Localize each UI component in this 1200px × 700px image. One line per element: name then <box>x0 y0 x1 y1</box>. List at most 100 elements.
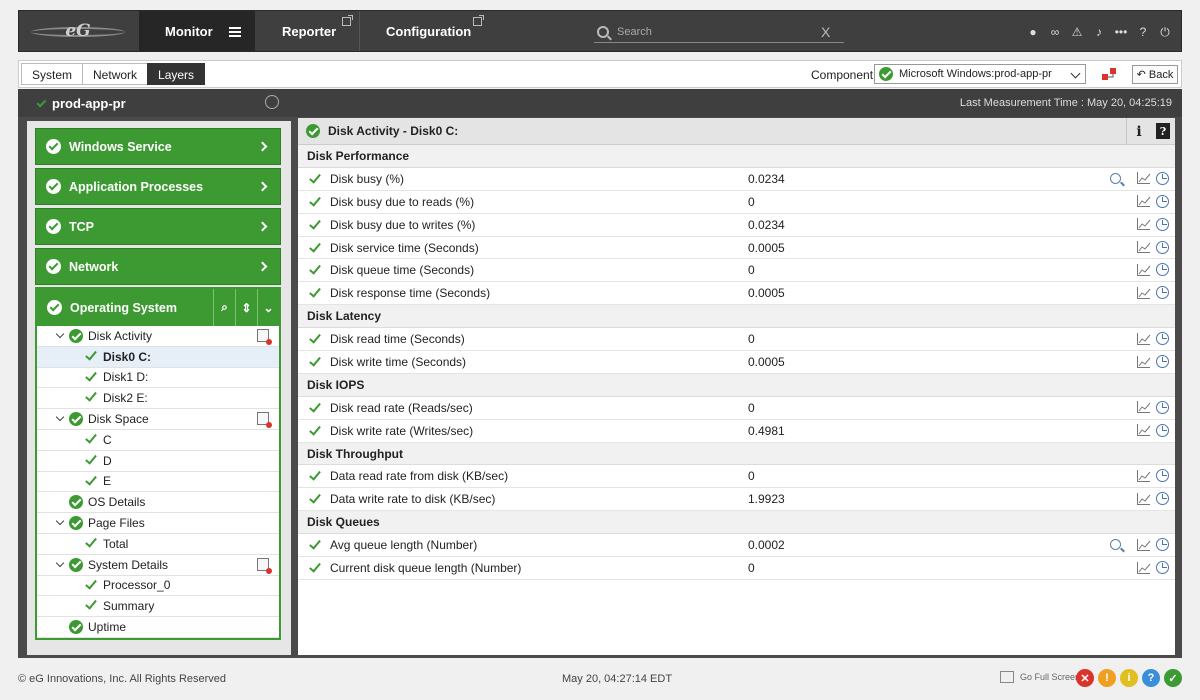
history-icon[interactable] <box>1156 194 1169 208</box>
nav-tab-monitor[interactable]: Monitor <box>139 11 255 51</box>
graph-icon[interactable] <box>1137 263 1151 276</box>
clear-search-icon[interactable]: X <box>821 23 831 40</box>
detailed-diagnosis-icon[interactable] <box>1110 539 1121 551</box>
full-screen-button[interactable]: Go Full Screen <box>1000 671 1080 683</box>
nav-tab-reporter[interactable]: Reporter <box>255 11 360 51</box>
topology-icon[interactable] <box>1101 66 1117 82</box>
graph-icon[interactable] <box>1137 469 1151 482</box>
tree-item[interactable]: System Details <box>37 555 279 576</box>
alerts-filter-icon[interactable]: ⚠ <box>1071 25 1083 39</box>
graph-icon[interactable] <box>1137 492 1151 505</box>
history-icon[interactable] <box>1156 263 1169 277</box>
graph-icon[interactable] <box>1137 241 1151 254</box>
graph-icon[interactable] <box>1137 424 1151 437</box>
history-icon[interactable] <box>1156 561 1169 575</box>
measure-name: Disk write rate (Writes/sec) <box>330 423 474 438</box>
graph-icon[interactable] <box>1137 538 1151 551</box>
alarm-filter-button[interactable]: ? <box>1142 669 1160 687</box>
search-input[interactable] <box>617 25 817 38</box>
history-icon[interactable] <box>1156 400 1169 414</box>
checkmark-icon <box>85 535 97 548</box>
tree-item[interactable]: Page Files <box>37 513 279 534</box>
power-icon[interactable]: ⏻ <box>1160 24 1170 39</box>
report-icon[interactable] <box>257 557 272 574</box>
alarm-filter-button[interactable]: ! <box>1098 669 1116 687</box>
expand-caret-icon[interactable] <box>55 412 65 422</box>
alarm-filter-button[interactable]: ✕ <box>1076 669 1094 687</box>
tree-item[interactable]: Processor_0 <box>37 576 279 597</box>
chevron-down-icon[interactable]: ⌄ <box>257 289 279 326</box>
tree-item[interactable]: Total <box>37 534 279 555</box>
layer-tcp[interactable]: TCP <box>35 208 281 245</box>
search-icon[interactable]: ⌕ <box>213 289 235 326</box>
history-icon[interactable] <box>1156 217 1169 231</box>
tab-network[interactable]: Network <box>82 63 148 85</box>
tree-item[interactable]: Disk1 D: <box>37 368 279 389</box>
history-icon[interactable] <box>1156 171 1169 185</box>
tree-item[interactable]: Disk Space <box>37 409 279 430</box>
eg-logo[interactable]: eG <box>19 11 137 51</box>
graph-icon[interactable] <box>1137 355 1151 368</box>
checkmark-icon <box>309 239 321 253</box>
expand-caret-icon[interactable] <box>55 516 65 526</box>
history-icon[interactable] <box>1156 240 1169 254</box>
checkmark-icon <box>309 194 321 207</box>
layer-windows-service[interactable]: Windows Service <box>35 128 281 165</box>
history-icon[interactable] <box>1156 538 1169 552</box>
history-icon[interactable] <box>1156 469 1169 483</box>
tree-item[interactable]: C <box>37 430 279 451</box>
tree-item[interactable]: Disk Activity <box>37 326 279 347</box>
component-status-icon <box>879 67 893 81</box>
tab-layers[interactable]: Layers <box>147 63 206 85</box>
hamburger-menu-icon[interactable] <box>229 27 241 37</box>
history-icon[interactable] <box>1156 355 1169 369</box>
tree-item-label: Uptime <box>88 620 127 635</box>
nav-tab-configuration[interactable]: Configuration <box>360 11 490 51</box>
alarm-filter-button[interactable]: ✓ <box>1164 669 1182 687</box>
measure-value: 0.0234 <box>748 171 785 186</box>
help-icon[interactable]: ? <box>1156 123 1170 139</box>
tree-item[interactable]: D <box>37 451 279 472</box>
os-layer-header[interactable]: Operating System ⌕ ⇕ ⌄ <box>37 289 279 326</box>
link-icon[interactable]: ∞ <box>1050 25 1060 39</box>
graph-icon[interactable] <box>1137 195 1151 208</box>
alarm-filter-button[interactable]: i <box>1120 669 1138 687</box>
history-icon[interactable] <box>1156 423 1169 437</box>
tab-system[interactable]: System <box>21 63 83 85</box>
bell-icon[interactable]: ♪ <box>1096 25 1102 39</box>
alarm-icon[interactable] <box>265 95 279 109</box>
history-icon[interactable] <box>1156 492 1169 506</box>
history-icon[interactable] <box>1156 286 1169 300</box>
tree-item[interactable]: E <box>37 472 279 493</box>
tree-item[interactable]: OS Details <box>37 492 279 514</box>
graph-icon[interactable] <box>1137 286 1151 299</box>
graph-icon[interactable] <box>1137 401 1151 414</box>
graph-icon[interactable] <box>1137 218 1151 231</box>
user-icon[interactable]: ● <box>1029 25 1037 39</box>
more-icon[interactable]: ••• <box>1114 25 1128 39</box>
report-icon[interactable] <box>257 412 272 429</box>
expand-caret-icon[interactable] <box>55 329 65 339</box>
expand-caret-icon[interactable] <box>55 558 65 568</box>
info-icon[interactable]: i <box>1126 118 1151 145</box>
tree-item[interactable]: Disk0 C: <box>37 346 279 368</box>
tree-item-label: Disk2 E: <box>103 391 148 406</box>
report-icon[interactable] <box>257 329 272 345</box>
status-ok-icon <box>69 620 83 635</box>
history-icon[interactable] <box>1156 332 1169 346</box>
graph-icon[interactable] <box>1137 172 1151 185</box>
tree-item[interactable]: Summary <box>37 596 279 618</box>
layer-status-icon <box>46 219 61 234</box>
layer-network[interactable]: Network <box>35 248 281 285</box>
collapse-all-icon[interactable]: ⇕ <box>235 289 257 326</box>
graph-icon[interactable] <box>1137 332 1151 345</box>
checkmark-icon <box>85 431 97 444</box>
component-select[interactable]: Microsoft Windows:prod-app-pr <box>874 64 1086 84</box>
tree-item[interactable]: Uptime <box>37 617 279 638</box>
back-button[interactable]: ↶ Back <box>1132 65 1178 84</box>
help-icon[interactable]: ? <box>1139 25 1147 39</box>
tree-item[interactable]: Disk2 E: <box>37 388 279 410</box>
layer-application-processes[interactable]: Application Processes <box>35 168 281 205</box>
detailed-diagnosis-icon[interactable] <box>1110 172 1121 184</box>
graph-icon[interactable] <box>1137 561 1151 574</box>
